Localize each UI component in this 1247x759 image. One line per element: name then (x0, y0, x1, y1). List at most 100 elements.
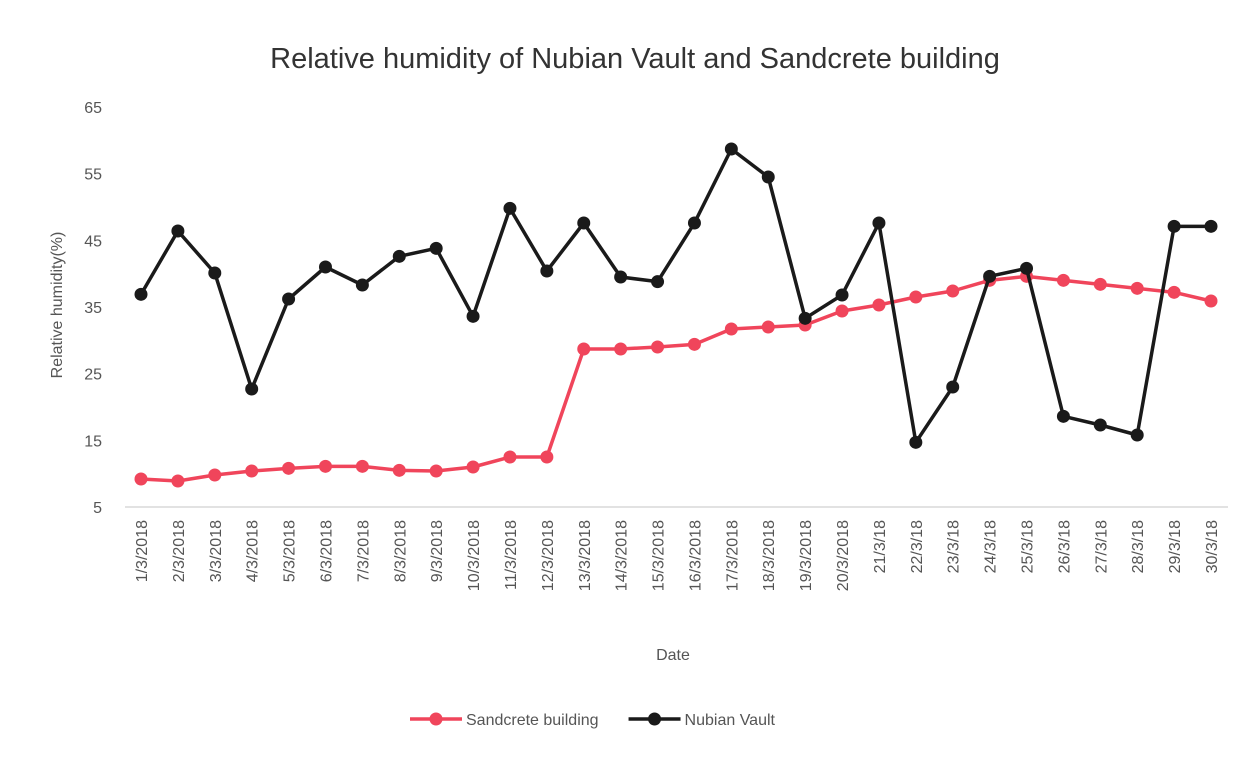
data-point (282, 461, 296, 475)
x-tick-label: 4/3/2018 (245, 520, 262, 582)
data-point (318, 459, 332, 473)
y-tick-label: 5 (93, 500, 102, 517)
data-point (724, 322, 738, 336)
data-point (577, 342, 591, 356)
x-tick-label: 30/3/18 (1204, 520, 1221, 573)
data-point (651, 340, 665, 354)
data-point (1204, 294, 1218, 308)
x-tick-label: 28/3/18 (1130, 520, 1147, 573)
data-point (872, 298, 886, 312)
data-point (282, 292, 296, 306)
x-tick-label: 1/3/2018 (134, 520, 151, 582)
data-point (761, 170, 775, 184)
data-point (1093, 277, 1107, 291)
data-point (171, 474, 185, 488)
data-point (355, 459, 369, 473)
x-tick-label: 6/3/2018 (318, 520, 335, 582)
data-point (318, 260, 332, 274)
x-tick-label: 24/3/18 (983, 520, 1000, 573)
x-tick-label: 5/3/2018 (282, 520, 299, 582)
data-point (1093, 418, 1107, 432)
data-point (171, 224, 185, 238)
x-tick-label: 25/3/18 (1020, 520, 1037, 573)
x-tick-label: 11/3/2018 (503, 520, 520, 590)
data-point (1130, 281, 1144, 295)
data-point (946, 284, 960, 298)
x-tick-label: 12/3/2018 (540, 520, 557, 591)
series-line (140, 274, 1212, 483)
legend-marker (648, 712, 662, 726)
data-point (1056, 273, 1070, 287)
x-tick-label: 14/3/2018 (614, 520, 631, 591)
y-tick-label: 25 (84, 367, 102, 384)
x-tick-label: 10/3/2018 (466, 520, 483, 591)
data-point (503, 201, 517, 215)
data-point (429, 464, 443, 478)
x-tick-label: 7/3/2018 (355, 520, 372, 582)
x-tick-label: 20/3/2018 (835, 520, 852, 591)
x-tick-label: 23/3/18 (946, 520, 963, 573)
y-tick-label: 15 (84, 433, 102, 450)
x-tick-label: 8/3/2018 (392, 520, 409, 582)
data-point (687, 216, 701, 230)
y-tick-label: 55 (84, 167, 102, 184)
x-tick-label: 13/3/2018 (577, 520, 594, 591)
data-point (577, 216, 591, 230)
data-point (651, 275, 665, 289)
data-point (355, 278, 369, 292)
data-point (429, 241, 443, 255)
data-point (466, 309, 480, 323)
data-point (134, 472, 148, 486)
legend-label: Nubian Vault (685, 712, 776, 729)
legend-label: Sandcrete building (466, 712, 599, 729)
x-tick-label: 17/3/2018 (724, 520, 741, 591)
x-tick-label: 16/3/2018 (687, 520, 704, 591)
data-point (872, 216, 886, 230)
data-point (614, 342, 628, 356)
data-point (1130, 428, 1144, 442)
data-point (245, 382, 259, 396)
x-tick-label: 26/3/18 (1056, 520, 1073, 573)
x-tick-label: 29/3/18 (1167, 520, 1184, 573)
legend-marker (429, 712, 443, 726)
data-point (1056, 409, 1070, 423)
data-point (503, 450, 517, 464)
data-point (687, 337, 701, 351)
data-point (1020, 261, 1034, 275)
series-line (139, 147, 1211, 445)
x-tick-label: 22/3/18 (909, 520, 926, 573)
data-point (466, 460, 480, 474)
data-point (909, 435, 923, 449)
data-point (761, 320, 775, 334)
x-tick-label: 21/3/18 (872, 520, 889, 573)
x-tick-label: 19/3/2018 (798, 520, 815, 591)
data-point (540, 264, 554, 278)
data-point (835, 304, 849, 318)
data-point (1167, 219, 1181, 233)
x-tick-label: 9/3/2018 (429, 520, 446, 582)
data-point (909, 290, 923, 304)
x-tick-label: 15/3/2018 (651, 520, 668, 591)
data-point (208, 266, 222, 280)
data-point (798, 311, 812, 325)
data-point (724, 142, 738, 156)
x-tick-label: 18/3/2018 (761, 520, 778, 591)
y-axis-label: Relative humidity(%) (49, 232, 66, 379)
x-axis-label: Date (656, 647, 690, 664)
y-tick-label: 65 (84, 100, 102, 117)
data-point (1167, 285, 1181, 299)
y-tick-label: 45 (84, 233, 102, 250)
data-point (1204, 219, 1218, 233)
x-tick-label: 27/3/18 (1093, 520, 1110, 573)
data-point (540, 450, 554, 464)
data-point (392, 249, 406, 263)
data-point (983, 269, 997, 283)
x-tick-label: 3/3/2018 (208, 520, 225, 582)
y-tick-label: 35 (84, 300, 102, 317)
data-point (134, 287, 148, 301)
data-point (245, 464, 259, 478)
data-point (208, 468, 222, 482)
data-point (392, 463, 406, 477)
